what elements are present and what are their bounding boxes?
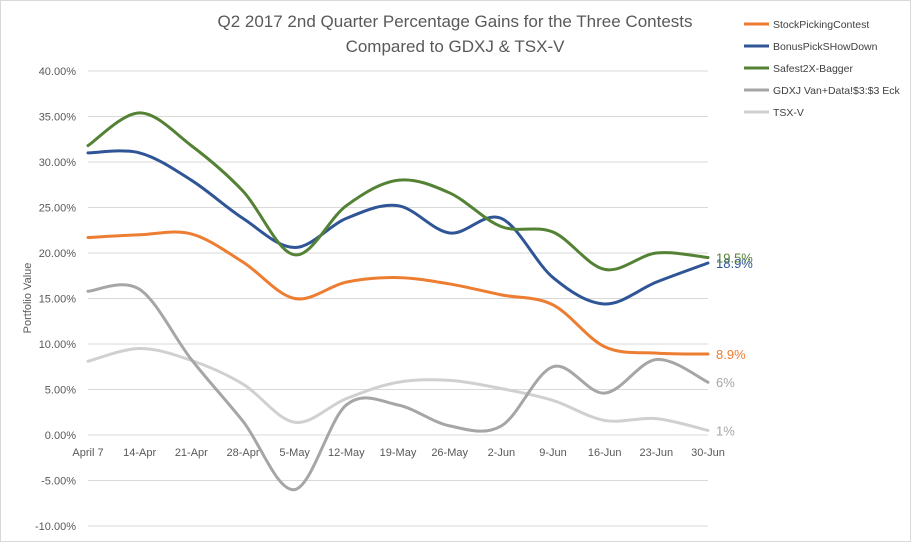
y-tick-label: 15.00%: [39, 294, 77, 306]
x-tick-label: 23-Jun: [640, 447, 674, 459]
series-line-1: [86, 149, 710, 306]
x-tick-label: 14-Apr: [123, 447, 156, 459]
series-lines: [86, 111, 710, 492]
chart-subtitle: Compared to GDXJ & TSX-V: [346, 37, 566, 56]
legend-label: TSX-V: [773, 107, 804, 119]
end-label-0: 8.9%: [716, 347, 746, 362]
x-tick-label: 26-May: [431, 447, 468, 459]
y-axis-ticks: -10.00% -5.00% 0.00% 5.00% 10.00% 15.00% 20.00…: [35, 66, 76, 533]
y-tick-label: 0.00%: [45, 430, 76, 442]
end-label-1: 18.9%: [716, 256, 753, 271]
x-tick-label: 2-Jun: [488, 447, 516, 459]
end-label-3: 6%: [716, 375, 735, 390]
legend: StockPickingContest BonusPickSHowDown Safe…: [744, 19, 900, 119]
end-labels: 8.9% 18.9%19.5% 6% 1%: [716, 251, 753, 439]
x-tick-label: 28-Apr: [226, 447, 259, 459]
x-tick-label: April 7: [72, 447, 103, 459]
end-label-4: 1%: [716, 423, 735, 438]
end-label-2: 19.5%: [716, 251, 753, 266]
y-tick-label: 20.00%: [39, 248, 77, 260]
x-tick-label: 12-May: [328, 447, 365, 459]
y-tick-label: -5.00%: [41, 476, 76, 488]
y-tick-label: 25.00%: [39, 203, 77, 215]
series-line-0: [86, 230, 710, 356]
x-tick-label: 19-May: [380, 447, 417, 459]
y-tick-label: -10.00%: [35, 521, 76, 533]
y-axis-title: Portfolio Value: [22, 263, 34, 334]
y-tick-label: 10.00%: [39, 339, 77, 351]
series-line-2: [86, 111, 710, 272]
x-tick-label: 16-Jun: [588, 447, 622, 459]
x-tick-label: 5-May: [279, 447, 310, 459]
x-tick-label: 30-Jun: [691, 447, 725, 459]
y-tick-label: 40.00%: [39, 66, 77, 78]
y-tick-label: 5.00%: [45, 385, 76, 397]
x-axis-ticks: April 7 14-Apr 21-Apr 28-Apr 5-May 12-May 19-M…: [72, 447, 724, 459]
legend-label: StockPickingContest: [773, 19, 869, 31]
gridlines: [88, 70, 708, 527]
y-tick-label: 35.00%: [39, 112, 77, 124]
x-tick-label: 9-Jun: [539, 447, 567, 459]
series-line-3: [86, 283, 710, 492]
y-tick-label: 30.00%: [39, 157, 77, 169]
legend-label: BonusPickSHowDown: [773, 41, 878, 53]
chart-title: Q2 2017 2nd Quarter Percentage Gains for…: [217, 12, 692, 31]
legend-label: GDXJ Van+Data!$3:$3 Eck: [773, 85, 900, 97]
x-tick-label: 21-Apr: [175, 447, 208, 459]
legend-label: Safest2X-Bagger: [773, 63, 853, 75]
